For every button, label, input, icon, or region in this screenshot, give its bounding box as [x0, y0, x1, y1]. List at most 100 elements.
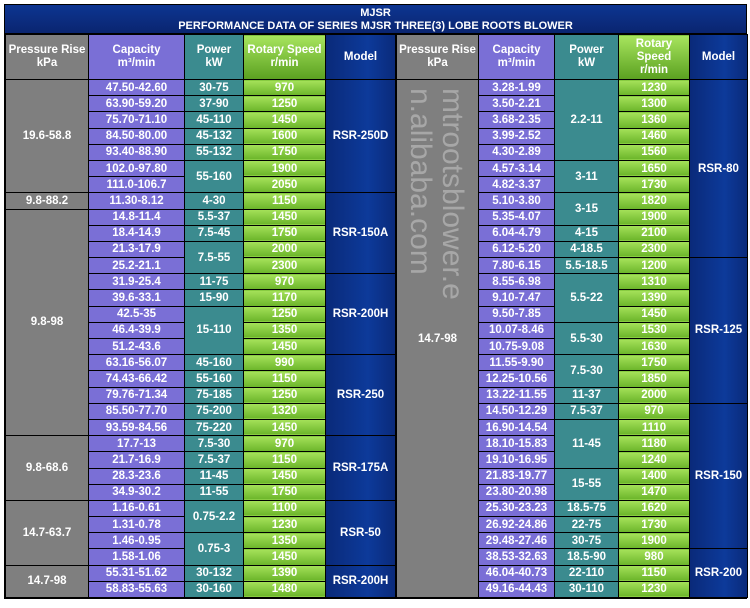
table-row: 9.8-88.2 11.30-8.12 4-30 1150 RSR-150A — [5, 192, 396, 275]
rotary-speed-cell: 2100 — [618, 224, 690, 242]
rotary-speed-cell: 1730 — [618, 176, 690, 194]
table-row: 7.80-6.15 5.5-18.5 1200 RSR-125 — [397, 257, 748, 404]
power-cell: 11-55 — [184, 483, 244, 501]
power-cell: 55-160 — [184, 370, 244, 388]
pressure-rise-cell: 9.8-88.2 — [5, 192, 89, 210]
left-data-table: Pressure Rise kPa Capacity m³/min Power kW Rot… — [5, 34, 396, 599]
header-power: Power kW — [184, 34, 244, 80]
capacity-cell: 28.3-23.6 — [88, 467, 185, 485]
model-cell: RSR-200H — [325, 564, 396, 599]
rotary-speed-cell: 1600 — [243, 127, 326, 145]
rotary-speed-cell: 1350 — [243, 532, 326, 550]
capacity-cell: 12.25-10.56 — [478, 370, 555, 388]
table-row: 46.04-40.73 22-110 1150 — [397, 564, 748, 582]
header-capacity: Capacity m³/min — [478, 34, 555, 80]
capacity-cell: 16.90-14.54 — [478, 418, 555, 437]
capacity-cell: 4.57-3.14 — [478, 159, 555, 178]
model-cell: RSR-80 — [689, 78, 748, 259]
capacity-cell: 3.50-2.21 — [478, 95, 555, 113]
capacity-cell: 55.31-51.62 — [88, 564, 185, 582]
table-row: 102.0-97.80 55-160 1900 — [6, 159, 396, 194]
header-row: Pressure Rise kPa Capacity m³/min Power kW Rot… — [5, 34, 396, 80]
rotary-speed-cell: 1450 — [243, 467, 326, 485]
rotary-speed-cell: 1470 — [618, 483, 690, 501]
table-row: 4.30-2.89 1560 — [397, 143, 748, 161]
power-cell: 18.5-90 — [554, 548, 619, 566]
capacity-cell: 3.99-2.52 — [478, 127, 555, 145]
table-row: 93.40-88.90 55-132 1750 — [6, 143, 396, 161]
header-power: Power kW — [554, 34, 619, 80]
rotary-speed-cell: 1560 — [618, 143, 690, 161]
capacity-cell: 10.75-9.08 — [478, 337, 555, 356]
table-row: 63.16-56.07 45-160 990 RSR-250 — [6, 354, 396, 437]
table-row: 5.10-3.80 3-15 1820 — [397, 192, 748, 226]
power-cell: 45-160 — [184, 354, 244, 372]
header-model: Model — [325, 34, 396, 80]
rotary-speed-cell: 1850 — [618, 370, 690, 388]
header-row: Pressure Rise kPa Capacity m³/min Power kW Rot… — [396, 34, 748, 80]
capacity-cell: 79.76-71.34 — [88, 386, 185, 404]
table-row: 25.30-23.23 18.5-75 1620 — [397, 499, 748, 518]
table-row: 21.3-17.9 7.5-55 2000 — [6, 240, 396, 275]
rotary-speed-cell: 970 — [243, 435, 326, 453]
rotary-speed-cell: 1180 — [618, 435, 690, 453]
table-row: 12.25-10.56 1850 — [397, 370, 748, 388]
table-row: 10.07-8.46 5.5-30 1530 — [397, 321, 748, 356]
capacity-cell: 26.92-24.86 — [478, 516, 555, 534]
table-row: 5.35-4.07 1900 — [397, 208, 748, 226]
power-cell: 30-160 — [184, 580, 244, 599]
capacity-cell: 63.16-56.07 — [88, 354, 185, 372]
capacity-cell: 13.22-11.55 — [478, 386, 555, 404]
capacity-cell: 102.0-97.80 — [88, 159, 185, 178]
table-row: 31.9-25.4 11-75 970 RSR-200H — [6, 273, 396, 356]
rotary-speed-cell: 1300 — [618, 95, 690, 113]
rotary-speed-cell: 1230 — [618, 580, 690, 599]
rotary-speed-cell: 1250 — [243, 95, 326, 113]
pressure-rise-cell: 14.7-98 — [5, 564, 89, 599]
table-row: 14.7-98 55.31-51.62 30-132 1390 RSR-200H — [5, 564, 396, 599]
pressure-rise-cell: 14.7-63.7 — [5, 499, 89, 566]
table-subtitle: PERFORMANCE DATA OF SERIES MJSR THREE(3)… — [178, 20, 573, 32]
header-capacity: Capacity m³/min — [88, 34, 185, 80]
capacity-cell: 46.4-39.9 — [88, 321, 185, 340]
table-row: 49.16-44.43 30-110 1230 — [397, 580, 748, 599]
table-row: 63.90-59.20 37-90 1250 — [6, 95, 396, 113]
table-row: 14.7-98 3.28-1.99 2.2-11 1230 RSR-80 — [396, 78, 748, 598]
rotary-speed-cell: 1750 — [243, 483, 326, 501]
table-row: 85.50-77.70 75-200 1320 — [6, 402, 396, 420]
power-cell: 45-110 — [184, 111, 244, 129]
capacity-cell: 1.58-1.06 — [88, 548, 185, 566]
power-cell: 5.5-18.5 — [554, 257, 619, 275]
table-row: 1.58-1.06 1450 — [6, 548, 396, 566]
power-cell: 22-110 — [554, 564, 619, 582]
table-row: 111.0-106.7 2050 — [6, 176, 396, 194]
power-cell: 11-37 — [554, 386, 619, 404]
power-cell: 7.5-30 — [184, 435, 244, 453]
capacity-cell: 38.53-32.63 — [478, 548, 555, 566]
power-cell: 55-160 — [184, 159, 244, 194]
power-cell: 11-45 — [184, 467, 244, 485]
capacity-cell: 18.4-14.9 — [88, 224, 185, 242]
capacity-cell: 51.2-43.6 — [88, 337, 185, 356]
table-row: 6.12-5.20 4-18.5 2300 — [397, 240, 748, 259]
table-row: 6.04-4.79 4-15 2100 — [397, 224, 748, 242]
rotary-speed-cell: 1750 — [618, 354, 690, 372]
model-cell: RSR-175A — [325, 435, 396, 501]
model-cell: RSR-150 — [689, 402, 748, 550]
capacity-cell: 18.10-15.83 — [478, 435, 555, 453]
power-cell: 15-90 — [184, 289, 244, 307]
capacity-cell: 3.28-1.99 — [478, 78, 555, 97]
table-row: 46.4-39.9 1350 — [6, 321, 396, 340]
rotary-speed-cell: 1620 — [618, 499, 690, 518]
power-cell: 4-30 — [184, 192, 244, 210]
capacity-cell: 14.50-12.29 — [478, 402, 555, 420]
capacity-cell: 4.82-3.37 — [478, 176, 555, 194]
table-row: 1.31-0.78 1230 — [6, 516, 396, 534]
right-data-table: Pressure Rise kPa Capacity m³/min Power kW Rot… — [396, 34, 748, 599]
table-row: 16.90-14.54 11-45 1110 — [397, 418, 748, 469]
rotary-speed-cell: 970 — [618, 402, 690, 420]
capacity-cell: 111.0-106.7 — [88, 176, 185, 194]
capacity-cell: 9.10-7.47 — [478, 289, 555, 307]
header-rotary-speed: Rotary Speed r/min — [243, 34, 326, 80]
power-cell: 4-18.5 — [554, 240, 619, 259]
